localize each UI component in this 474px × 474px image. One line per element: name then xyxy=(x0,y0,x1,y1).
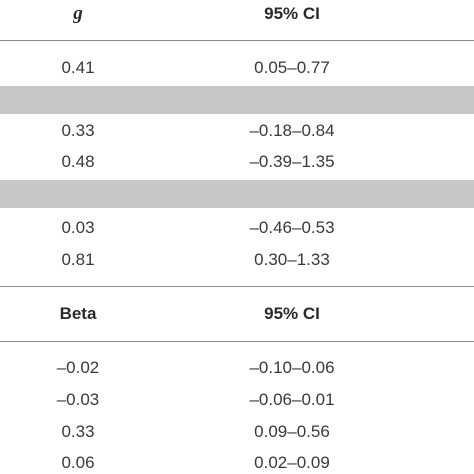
header-g: g xyxy=(73,3,83,24)
table-cell-beta: –0.03 xyxy=(56,390,100,409)
header-95ci: 95% CI xyxy=(264,304,320,323)
table-cell-beta: –0.02 xyxy=(56,358,100,377)
header-95ci: 95% CI xyxy=(264,4,320,23)
table-cell-ci: 0.02–0.09 xyxy=(254,453,330,472)
table-cell-ci: –0.06–0.01 xyxy=(249,390,335,409)
header-rule xyxy=(0,341,474,342)
table-cell-ci: 0.09–0.56 xyxy=(254,422,330,441)
group-separator-band xyxy=(0,86,474,114)
table-cell-ci: –0.46–0.53 xyxy=(249,218,335,237)
group-separator-band xyxy=(0,180,474,208)
table-cell-ci: –0.39–1.35 xyxy=(249,152,335,171)
table-cell-beta: 0.06 xyxy=(61,453,95,472)
table-cell-g: 0.33 xyxy=(61,121,95,140)
table-cell-ci: 0.05–0.77 xyxy=(254,58,330,77)
header-beta: Beta xyxy=(59,304,97,323)
header-rule xyxy=(0,40,474,41)
table-cell-g: 0.81 xyxy=(61,250,95,269)
table-cell-ci: –0.18–0.84 xyxy=(249,121,335,140)
table-cell-beta: 0.33 xyxy=(61,422,95,441)
table-cell-g: 0.03 xyxy=(61,218,95,237)
table-cell-ci: 0.30–1.33 xyxy=(254,250,330,269)
table-cell-ci: –0.10–0.06 xyxy=(249,358,335,377)
table-cell-g: 0.48 xyxy=(61,152,95,171)
table-cell-g: 0.41 xyxy=(61,58,95,77)
section-rule xyxy=(0,286,474,287)
